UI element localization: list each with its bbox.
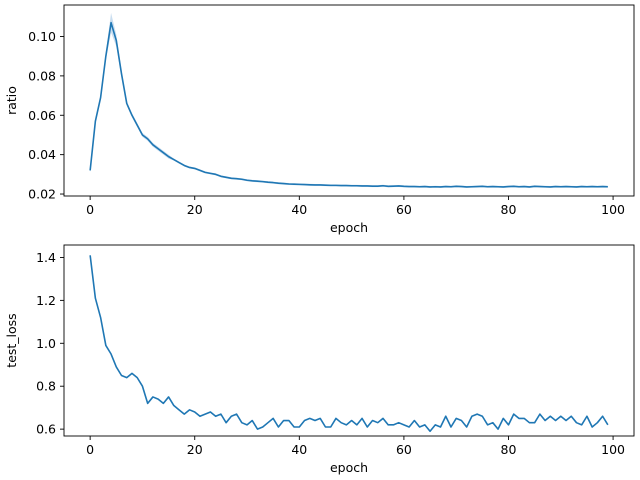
chart1-y-axis-label: ratio xyxy=(4,86,19,115)
chart2-y-tick-label: 1.4 xyxy=(36,250,56,265)
chart1-x-tick-label: 100 xyxy=(601,202,625,217)
chart2-y-axis-label: test_loss xyxy=(4,313,19,367)
chart1-x-tick-label: 80 xyxy=(501,202,517,217)
chart2-x-tick-label: 100 xyxy=(601,442,625,457)
chart2-y-tick-label: 0.6 xyxy=(36,422,56,437)
chart1-y-tick-label: 0.04 xyxy=(28,147,56,162)
chart2-x-tick-label: 60 xyxy=(396,442,412,457)
chart2-x-axis-label: epoch xyxy=(330,460,368,475)
chart2-x-tick-label: 0 xyxy=(86,442,94,457)
chart1-y-tick-label: 0.08 xyxy=(28,68,56,83)
chart1-axes-frame xyxy=(63,4,635,197)
chart2-x-tick-label: 20 xyxy=(187,442,203,457)
chart1-y-tick-label: 0.02 xyxy=(28,187,56,202)
chart1-x-axis-label: epoch xyxy=(330,220,368,235)
chart1-x-tick-label: 60 xyxy=(396,202,412,217)
chart2-x-tick-label: 80 xyxy=(501,442,517,457)
chart1-x-tick-label: 20 xyxy=(187,202,203,217)
chart2-y-tick-label: 1.0 xyxy=(36,336,56,351)
chart1-y-tick-label: 0.10 xyxy=(28,29,56,44)
chart2-y-tick-label: 1.2 xyxy=(36,293,56,308)
chart1-x-tick-label: 0 xyxy=(86,202,94,217)
chart1-y-tick-label: 0.06 xyxy=(28,108,56,123)
chart2-x-tick-label: 40 xyxy=(291,442,307,457)
chart1-confidence-band xyxy=(90,12,608,188)
chart2-axes-frame xyxy=(63,244,635,437)
chart1-series-line xyxy=(89,21,608,188)
chart2-series-line xyxy=(89,255,609,433)
chart2-y-tick-label: 0.8 xyxy=(36,379,56,394)
chart1-x-tick-label: 40 xyxy=(291,202,307,217)
